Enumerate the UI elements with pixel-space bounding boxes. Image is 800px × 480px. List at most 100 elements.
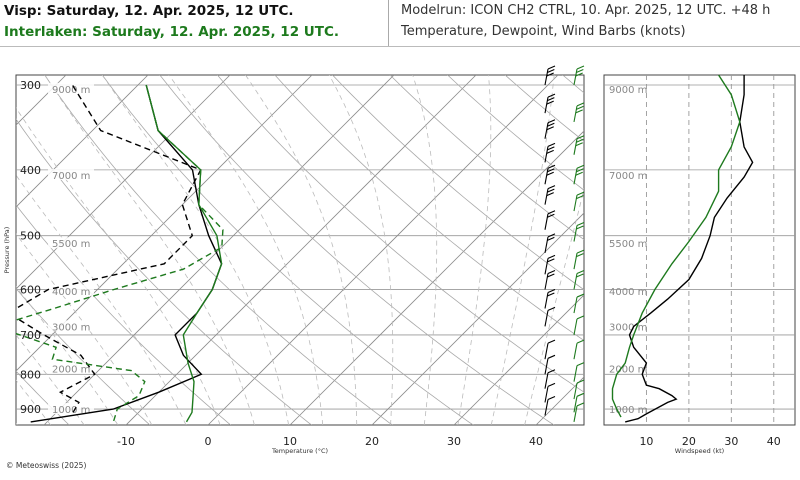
barb-flag [547, 65, 556, 70]
barb-flag [576, 225, 584, 230]
windspeed-tick-label: 20 [682, 435, 696, 448]
pressure-tick-label: 600 [20, 283, 41, 296]
windspeed-tick-label: 40 [767, 435, 781, 448]
wind-barbs [544, 65, 585, 422]
barb-flag [547, 122, 555, 127]
barb-staff [544, 236, 549, 253]
barb-flag [576, 65, 585, 70]
barb-flag [576, 135, 585, 140]
height-label-bg [48, 168, 94, 180]
height-label: 5500 m [52, 239, 90, 250]
visp-windspeed-line [625, 75, 754, 423]
barb-flag [547, 213, 555, 218]
pressure-tick-label: 400 [20, 164, 41, 177]
barb-staff [544, 386, 549, 403]
moist-adiabat [44, 75, 255, 425]
barb-staff [573, 68, 578, 86]
barb-flag [547, 185, 556, 190]
temperature-tick-label: 0 [205, 435, 212, 448]
barb-flag [547, 93, 556, 98]
pressure-tick-label: 700 [20, 329, 41, 342]
x-axis-label: Temperature (°C) [271, 447, 328, 455]
isotherm-line [125, 75, 477, 425]
moist-adiabat [328, 75, 394, 425]
barb-flag [547, 339, 556, 344]
barb-flag [547, 97, 555, 102]
pressure-tick-label: 300 [20, 79, 41, 92]
barb-flag [547, 119, 556, 124]
barb-staff [573, 343, 578, 360]
visp-dewpoint-line [16, 84, 202, 413]
temperature-tick-label: 30 [447, 435, 461, 448]
windspeed-lines [611, 75, 754, 423]
dry-adiabat [159, 75, 555, 425]
isotherm-line [16, 75, 313, 372]
model-run-info: Modelrun: ICON CH2 CTRL, 10. Apr. 2025, … [401, 3, 771, 18]
height-label-bg [48, 82, 94, 94]
barb-flag [547, 269, 556, 274]
barb-flag [575, 72, 583, 77]
header-bottom-rule [0, 46, 800, 47]
wind-height-label: 3000 m [609, 322, 647, 333]
barb-staff [573, 396, 578, 413]
y-axis-label: Pressure (hPa) [3, 227, 11, 274]
dry-adiabat [16, 204, 231, 425]
barb-staff [544, 310, 549, 327]
barb-flag [576, 269, 585, 274]
barb-flag [576, 315, 585, 320]
barb-flag [547, 146, 555, 151]
barb-flag [547, 233, 556, 238]
barb-flag [576, 105, 584, 110]
height-label-bg [48, 320, 94, 332]
location-title: Visp: Saturday, 12. Apr. 2025, 12 UTC. [4, 3, 294, 19]
height-label: 2000 m [52, 365, 90, 376]
barb-flag [546, 72, 554, 77]
height-label: 9000 m [52, 85, 90, 96]
barb-flag [547, 164, 556, 169]
wind-height-label: 1000 m [609, 405, 647, 416]
dry-adiabat [447, 75, 584, 191]
barb-staff [573, 365, 578, 382]
height-label-bg [48, 403, 94, 415]
dry-adiabat [217, 75, 584, 393]
barb-flag [547, 382, 556, 387]
moist-adiabat [16, 379, 51, 425]
barb-flag [547, 236, 555, 241]
wind-height-label: 2000 m [609, 365, 647, 376]
barb-flag [576, 339, 585, 344]
wind-height-label: 5500 m [609, 239, 647, 250]
barb-flag [547, 258, 555, 263]
barb-staff [573, 194, 578, 212]
dry-adiabat [16, 287, 151, 425]
barb-staff [573, 382, 578, 400]
skew-t-chart: 9000 m 7000 m 5500 m 4000 m 3000 m 2000 m 1000… [3, 65, 585, 455]
barb-staff [544, 273, 549, 290]
height-label: 3000 m [52, 322, 90, 333]
barb-flag [575, 109, 583, 114]
dry-adiabat [274, 75, 584, 342]
barb-flag [576, 191, 585, 196]
barb-flag [576, 168, 584, 173]
moist-adiabat [457, 75, 492, 425]
profile-lines [16, 84, 224, 423]
interlaken-windspeed-line [611, 75, 741, 418]
wind-height-label: 9000 m [609, 85, 647, 96]
barb-flag [546, 100, 554, 105]
barb-flag [576, 164, 585, 169]
barb-staff [544, 188, 549, 205]
barb-staff [544, 343, 549, 360]
barb-flag [576, 102, 585, 107]
moist-adiabat [412, 75, 438, 425]
barb-flag [576, 195, 584, 200]
skew-t-grid [16, 75, 584, 425]
isotherm-line [453, 294, 584, 425]
barb-flag [546, 126, 554, 131]
dry-adiabat [44, 75, 393, 425]
barb-staff [573, 273, 578, 290]
isotherm-line [16, 75, 149, 208]
dry-adiabat [389, 75, 584, 241]
temperature-tick-label: -10 [117, 435, 135, 448]
barb-staff [544, 372, 549, 389]
barb-flag [546, 149, 554, 154]
barb-flag [576, 222, 585, 227]
